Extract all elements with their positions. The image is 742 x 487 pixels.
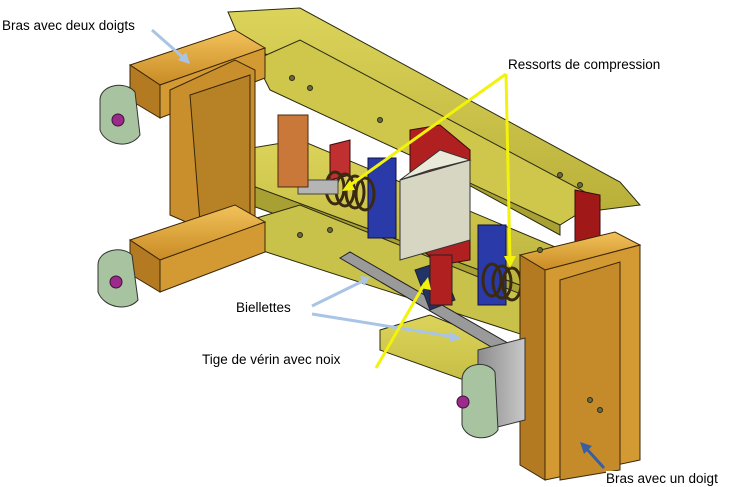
arrowhead-tige [420, 277, 431, 290]
right-mount [456, 337, 526, 439]
pointer-bras-un [583, 445, 606, 470]
arrowhead-ressort-2 [504, 256, 516, 268]
pointer-lines [151, 28, 606, 470]
arrowhead-bras-deux [178, 52, 190, 64]
pointer-tige [374, 282, 427, 369]
pointer-bras-deux [151, 28, 187, 62]
pointer-ressort-2 [504, 73, 512, 263]
copper-block [277, 114, 309, 188]
right-arm [518, 231, 642, 481]
label-tige-verin: Tige de vérin avec noix [202, 352, 341, 368]
bolts [289, 75, 603, 413]
arrowhead-ressort-1 [342, 180, 355, 191]
pointer-biellette-1 [311, 278, 366, 308]
label-bras-deux-doigts: Bras avec deux doigts [2, 18, 135, 34]
arrowhead-bras-un [580, 442, 592, 454]
left-arm [128, 29, 267, 293]
compression-springs [297, 157, 523, 306]
arrowhead-biellette-2 [450, 332, 462, 342]
arrowhead-biellette-1 [360, 276, 370, 286]
label-biellettes: Biellettes [236, 300, 291, 316]
label-ressorts-compression: Ressorts de compression [508, 57, 661, 73]
pointer-ressort-1 [345, 72, 507, 190]
cylinder-body [399, 149, 472, 261]
pointer-arrowheads [178, 52, 592, 454]
pointer-biellette-2 [311, 312, 456, 339]
left-mounts [97, 84, 141, 308]
label-bras-un-doigt: Bras avec un doigt [606, 471, 718, 487]
